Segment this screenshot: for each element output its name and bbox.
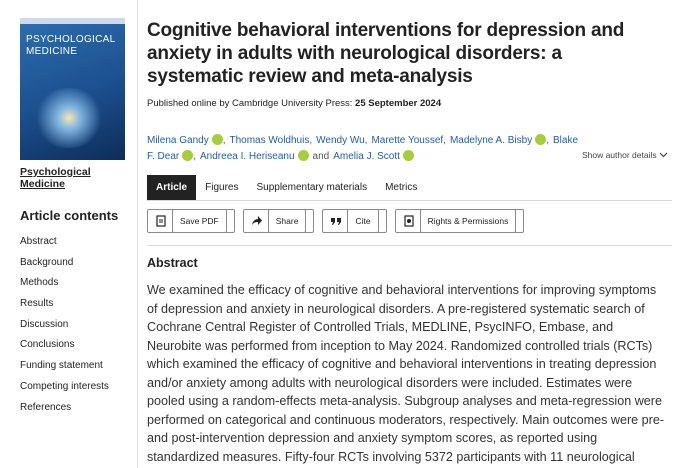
tab[interactable]: Figures — [205, 182, 239, 193]
abstract-heading: Abstract — [147, 256, 198, 270]
published-line: Published online by Cambridge University… — [147, 98, 441, 109]
contents-link[interactable]: Funding statement — [20, 360, 103, 372]
author-name[interactable]: Madelyne A. Bisby — [449, 135, 533, 146]
tab-bar: Article Figures Supplementary materials Met… — [147, 175, 672, 201]
button-label: Rights & Permissions — [419, 209, 517, 233]
contents-heading: Article contents — [20, 208, 119, 223]
journal-cover[interactable]: PSYCHOLOGICAL MEDICINE — [20, 18, 125, 160]
author-list: Milena Gandy, Thomas Woldhuis, Wendy Wu, Ma… — [147, 133, 587, 165]
author-name[interactable]: Marette Youssef — [371, 135, 444, 146]
author-name[interactable]: Wendy Wu — [316, 135, 365, 146]
author-separator: , — [193, 151, 197, 162]
contents-link[interactable]: Competing interests — [20, 380, 109, 392]
contents-link[interactable]: Discussion — [20, 318, 69, 330]
chevron — [659, 152, 668, 158]
orcid-icon[interactable] — [297, 150, 309, 161]
published-label: Published online by Cambridge University… — [147, 98, 353, 109]
show-author-details[interactable]: Show author details — [582, 150, 668, 160]
author-separator: , — [546, 135, 549, 146]
contents-link[interactable]: Abstract — [20, 236, 57, 247]
contents-link[interactable]: Conclusions — [20, 339, 75, 351]
button-label: Cite — [347, 209, 379, 233]
orcid-icon[interactable] — [535, 134, 547, 145]
contents-link[interactable]: References — [20, 401, 72, 413]
article-title: Cognitive behavioral interventions for d… — [147, 20, 625, 87]
orcid-icon[interactable] — [211, 134, 223, 145]
contents-list: Abstract Background Methods Results Discussi… — [20, 236, 109, 422]
author-separator: , — [222, 135, 226, 146]
author-name[interactable]: Blake F. Dear — [147, 135, 579, 162]
abstract-text: We examined the efficacy of cognitive an… — [147, 283, 665, 464]
contents-link[interactable]: Background — [20, 256, 74, 268]
button-label: Save PDF — [172, 209, 227, 233]
tab[interactable]: Article — [147, 175, 197, 200]
tab[interactable]: Metrics — [385, 182, 418, 193]
author-separator: and — [312, 151, 330, 162]
author-name[interactable]: Thomas Woldhuis — [229, 135, 310, 146]
button-icon — [331, 218, 342, 225]
orcid-icon[interactable] — [182, 150, 194, 161]
action-button[interactable]: Save PDF — [147, 209, 235, 233]
author-name[interactable]: Amelia J. Scott — [333, 151, 400, 162]
sidebar: PSYCHOLOGICAL MEDICINE Psychological Med… — [0, 0, 138, 468]
contents-link[interactable]: Methods — [20, 277, 59, 289]
tab[interactable]: Supplementary materials — [256, 182, 368, 193]
button-icon — [251, 216, 262, 225]
button-label: Share — [267, 209, 307, 233]
author-name[interactable]: Milena Gandy — [147, 135, 209, 146]
action-button[interactable]: Share — [242, 209, 315, 233]
divider — [147, 245, 672, 246]
author-separator: , — [309, 135, 313, 146]
action-button[interactable]: Rights & Permissions — [394, 209, 525, 233]
cover-title: PSYCHOLOGICAL MEDICINE — [26, 34, 116, 57]
author-separator: , — [443, 135, 446, 146]
journal-link[interactable]: Psychological Medicine — [20, 166, 91, 190]
contents-link[interactable]: Results — [20, 298, 54, 310]
button-icon — [403, 215, 414, 227]
author-separator: , — [364, 135, 368, 146]
action-button[interactable]: Cite — [322, 209, 387, 233]
published-date: 25 September 2024 — [355, 98, 442, 109]
button-icon — [156, 215, 166, 227]
details-text: Show author details — [581, 150, 657, 160]
author-name[interactable]: Andreea I. Heriseanu — [200, 151, 295, 162]
orcid-icon[interactable] — [402, 150, 414, 161]
action-bar: Save PDF Share Cite Rights & Permissions — [147, 209, 525, 233]
